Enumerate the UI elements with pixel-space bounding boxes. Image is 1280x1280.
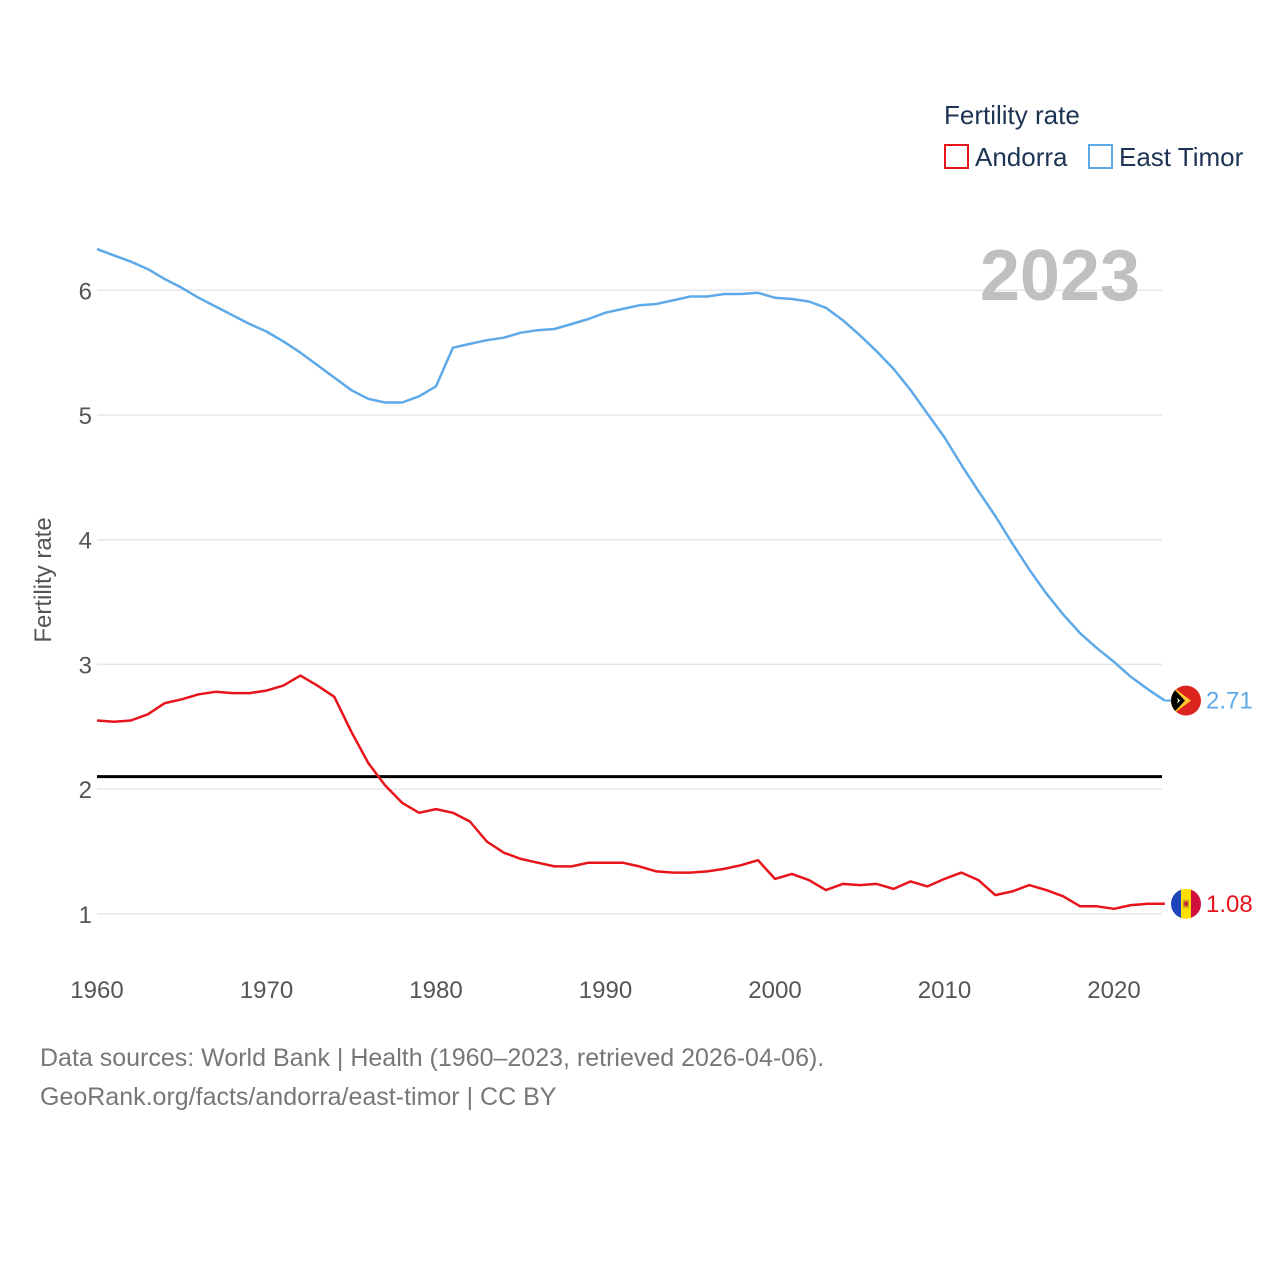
- legend-swatch-andorra: [944, 144, 969, 169]
- y-axis-ticks: 1 2 3 4 5 6: [79, 278, 92, 929]
- east-timor-end-value: 2.71: [1206, 688, 1253, 715]
- y-tick-label: 1: [79, 902, 92, 929]
- x-tick-label: 2000: [748, 977, 801, 1004]
- legend-label-andorra: Andorra: [975, 142, 1068, 172]
- legend-swatch-east-timor: [1088, 144, 1113, 169]
- y-tick-label: 4: [79, 528, 92, 555]
- x-tick-label: 1960: [70, 977, 123, 1004]
- series-line-andorra: [96, 674, 1165, 911]
- y-tick-label: 2: [79, 777, 92, 804]
- y-tick-label: 6: [79, 278, 92, 305]
- x-axis-ticks: 1960 1970 1980 1990 2000 2010 2020: [70, 977, 1140, 1004]
- footer-credit[interactable]: GeoRank.org/facts/andorra/east-timor | C…: [40, 1083, 557, 1111]
- y-tick-label: 3: [79, 652, 92, 679]
- legend-title: Fertility rate: [944, 100, 1080, 130]
- legend-item-east-timor[interactable]: East Timor: [1088, 142, 1244, 172]
- andorra-flag-icon: [1171, 888, 1201, 919]
- year-label: 2023: [980, 236, 1140, 316]
- legend-item-andorra[interactable]: Andorra: [944, 142, 1068, 172]
- footer-sources: Data sources: World Bank | Health (1960–…: [40, 1044, 825, 1072]
- east-timor-flag-icon: [1171, 685, 1201, 716]
- east-timor-end-marker: 2.71: [1164, 685, 1253, 716]
- series-lines: [96, 247, 1166, 911]
- x-tick-label: 1980: [409, 977, 462, 1004]
- x-tick-label: 1970: [240, 977, 293, 1004]
- gridlines: [97, 289, 1162, 915]
- legend: Fertility rate Andorra East Timor: [944, 100, 1244, 172]
- andorra-end-value: 1.08: [1206, 891, 1253, 918]
- legend-label-east-timor: East Timor: [1119, 142, 1244, 172]
- andorra-end-marker: 1.08: [1171, 888, 1253, 919]
- series-line-east-timor: [96, 247, 1166, 702]
- x-tick-label: 1990: [579, 977, 632, 1004]
- y-axis-title: Fertility rate: [30, 517, 57, 642]
- y-tick-label: 5: [79, 403, 92, 430]
- x-tick-label: 2020: [1087, 977, 1140, 1004]
- x-tick-label: 2010: [918, 977, 971, 1004]
